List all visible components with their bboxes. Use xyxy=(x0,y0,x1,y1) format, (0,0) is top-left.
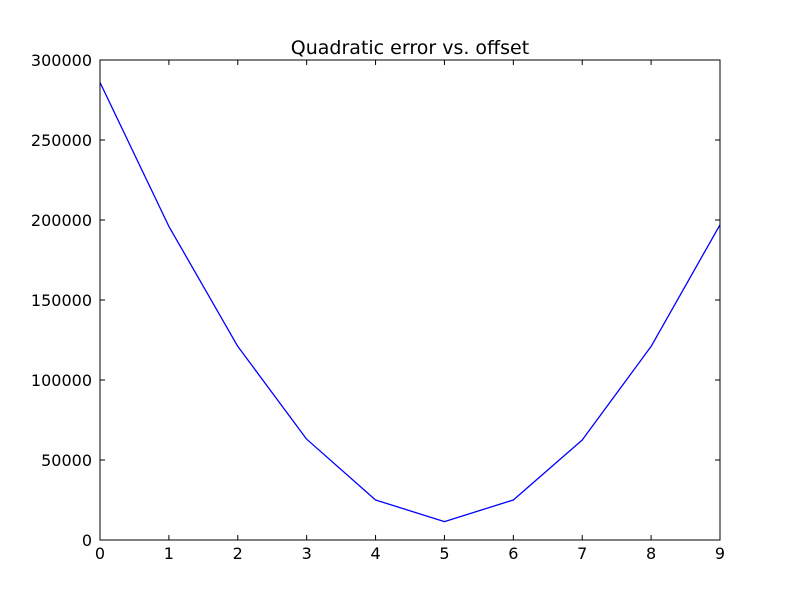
x-tick-label-9: 9 xyxy=(715,544,725,563)
x-tick-label-5: 5 xyxy=(439,544,449,563)
plot-area: 0 1 2 3 4 5 6 7 8 9 0 50000 100000 150000 200000 250000… xyxy=(31,51,725,563)
x-tick-label-7: 7 xyxy=(577,544,587,563)
x-tick-label-3: 3 xyxy=(302,544,312,563)
x-tick-label-4: 4 xyxy=(370,544,380,563)
data-line xyxy=(99,82,721,523)
x-tick-label-0: 0 xyxy=(95,544,105,563)
y-tick-label-3: 150000 xyxy=(31,291,92,310)
x-tick-label-6: 6 xyxy=(508,544,518,563)
chart-title: Quadratic error vs. offset xyxy=(291,37,529,59)
y-tick-label-5: 250000 xyxy=(31,131,92,150)
y-tick-label-1: 50000 xyxy=(41,451,92,470)
x-tick-label-8: 8 xyxy=(646,544,656,563)
x-tick-label-1: 1 xyxy=(164,544,174,563)
y-tick-label-6: 300000 xyxy=(31,51,92,70)
y-tick-label-0: 0 xyxy=(82,531,92,550)
y-tick-label-2: 100000 xyxy=(31,371,92,390)
y-tick-label-4: 200000 xyxy=(31,211,92,230)
x-tick-label-2: 2 xyxy=(233,544,243,563)
axes-frame xyxy=(99,59,721,541)
